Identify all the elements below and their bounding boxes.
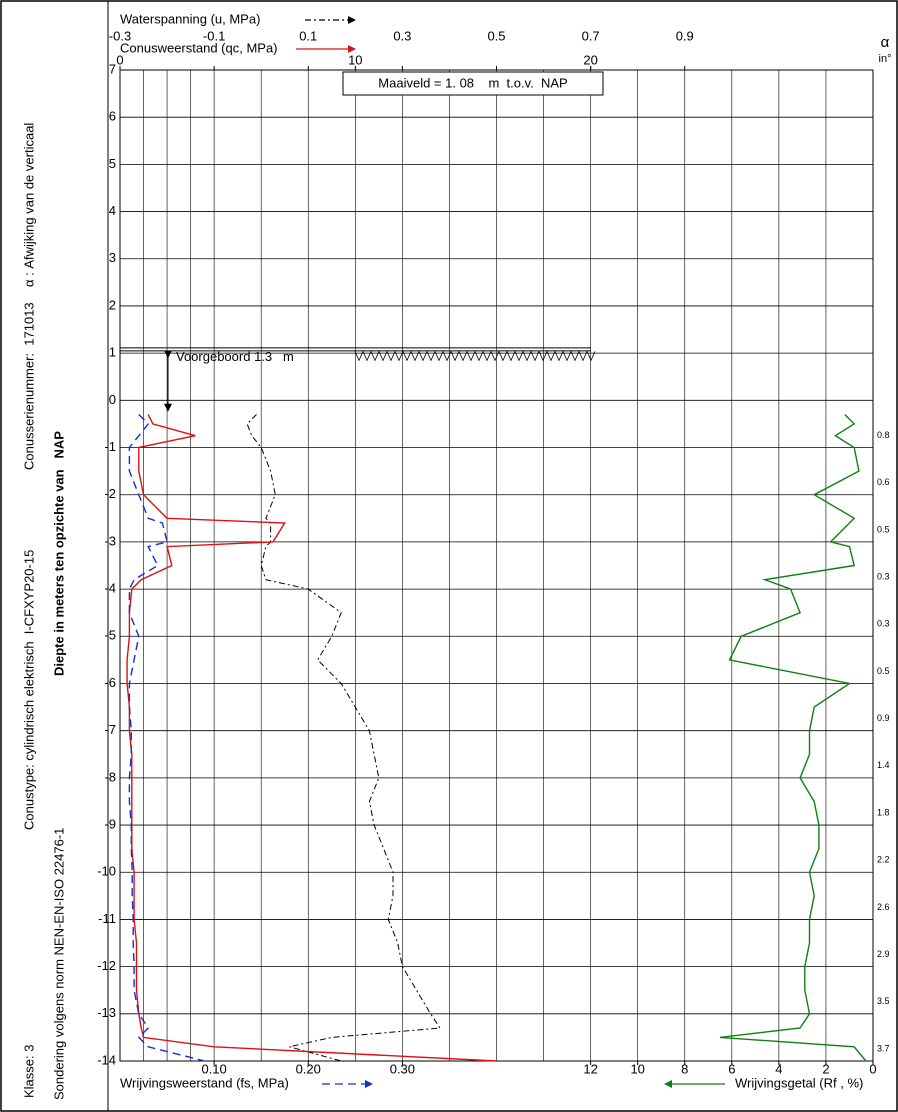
inclination-unit: in° [879,53,892,65]
inclination-value: 3.7 [877,1043,890,1053]
y-tick-label: 5 [109,156,116,171]
inclination-title: α [881,34,890,51]
x-tick-label: 2 [822,1061,829,1076]
inclination-value: 0.5 [877,666,890,676]
x-tick-label: 20 [583,52,597,67]
y-tick-label: 4 [109,203,116,218]
y-tick-label: 1 [109,345,116,360]
y-tick-label: -5 [104,628,116,643]
predrill-label: Voorgeboord 1.3 m [176,349,294,364]
x-tick-label: 0.20 [296,1061,321,1076]
inclination-value: 0.5 [877,524,890,534]
y-tick-label: 7 [109,61,116,76]
legend-label: Waterspanning (u, MPa) [120,11,260,26]
y-tick-label: -9 [104,816,116,831]
side-text: Klasse: 3 [21,1045,36,1098]
x-tick-label: 4 [775,1061,782,1076]
inclination-value: 0.9 [877,713,890,723]
x-tick-label: 10 [348,52,362,67]
maaiveld-label: Maaiveld = 1. 08 m t.o.v. NAP [378,75,567,90]
x-tick-label: 0.5 [487,28,505,43]
series-line [128,414,205,1062]
inclination-value: 0.3 [877,571,890,581]
y-tick-label: -3 [104,533,116,548]
legend-label: Wrijvingsweerstand (fs, MPa) [120,1075,289,1090]
x-tick-label: 0 [116,52,123,67]
y-tick-label: -10 [97,864,116,879]
y-tick-label: -8 [104,769,116,784]
side-text: Conustype: cylindrisch elektrisch I-CFXY… [21,550,36,830]
x-tick-label: 0.7 [582,28,600,43]
inclination-value: 0.8 [877,430,890,440]
y-tick-label: -12 [97,958,116,973]
inclination-value: 2.9 [877,949,890,959]
side-text: Sondering volgens norm NEN-EN-ISO 22476-… [51,828,66,1100]
side-text: α : Afwijking van de verticaal [21,123,36,287]
y-tick-label: -13 [97,1005,116,1020]
y-tick-label: -4 [104,581,116,596]
legend-label: Wrijvingsgetal (Rf , %) [735,1075,863,1090]
y-tick-label: -7 [104,722,116,737]
x-tick-label: 12 [583,1061,597,1076]
inclination-value: 3.5 [877,996,890,1006]
maaiveld-box [342,71,604,96]
x-tick-label: 8 [681,1061,688,1076]
x-tick-label: 0.9 [676,28,694,43]
side-text: Conusserienummer: 171013 [21,302,36,470]
y-tick-label: -2 [104,486,116,501]
y-tick-label: 0 [109,392,116,407]
y-tick-label: -6 [104,675,116,690]
ground-hatch [354,350,596,362]
y-tick-label: -11 [98,911,116,926]
inclination-value: 1.4 [877,760,890,770]
x-tick-label: 0.10 [201,1061,226,1076]
inclination-value: 2.2 [877,855,890,865]
x-tick-label: 6 [728,1061,735,1076]
y-tick-label: 3 [109,250,116,265]
inclination-value: 2.6 [877,902,890,912]
inclination-value: 1.8 [877,807,890,817]
inclination-value: 0.3 [877,619,890,629]
x-tick-label: -0.1 [203,28,225,43]
x-tick-label: 10 [630,1061,644,1076]
x-tick-label: 0 [869,1061,876,1076]
x-tick-label: 0.1 [299,28,317,43]
y-tick-label: -1 [104,439,116,454]
x-tick-label: 0.30 [390,1061,415,1076]
legend-label: Conusweerstand (qc, MPa) [120,40,278,55]
x-tick-label: -0.3 [109,28,131,43]
x-tick-label: 0.3 [393,28,411,43]
series-line [719,414,867,1062]
inclination-value: 0.6 [877,477,890,487]
series-line [246,414,441,1062]
y-axis-title: Diepte in meters ten opzichte van NAP [51,431,66,676]
y-tick-label: 6 [109,109,116,124]
y-tick-label: -14 [97,1052,116,1067]
series-line [126,414,497,1062]
y-tick-label: 2 [109,297,116,312]
